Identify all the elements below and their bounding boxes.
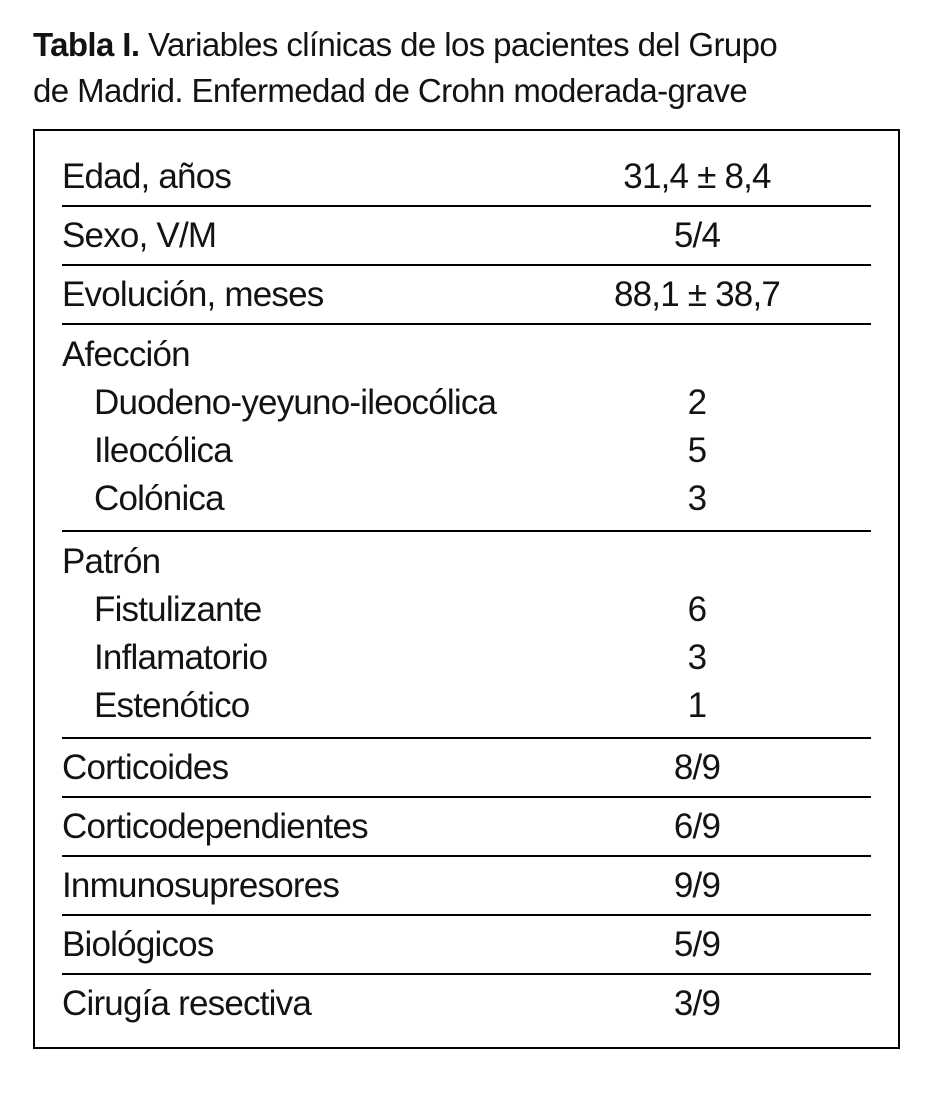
row-value: 88,1 ± 38,7: [613, 274, 781, 314]
table-subrow: Colónica 3: [62, 475, 871, 523]
table-row: Evolución, meses 88,1 ± 38,7: [62, 266, 871, 325]
table-caption: Tabla I. Variables clínicas de los pacie…: [33, 22, 904, 114]
subrow-value: 5: [687, 431, 707, 470]
table-subrow: Fistulizante 6: [62, 586, 871, 634]
section-header: Patrón: [62, 538, 871, 586]
row-value: 31,4 ± 8,4: [623, 156, 771, 196]
row-label: Cirugía resectiva: [62, 983, 312, 1023]
row-label: Evolución, meses: [62, 274, 324, 314]
row-value: 6/9: [673, 806, 721, 846]
subrow-value: 6: [687, 590, 707, 629]
table-row: Edad, años 31,4 ± 8,4: [62, 148, 871, 207]
page: Tabla I. Variables clínicas de los pacie…: [0, 22, 932, 1098]
table-caption-text: Variables clínicas de los pacientes del …: [33, 26, 778, 109]
table-subrow: Ileocólica 5: [62, 427, 871, 475]
subrow-value: 3: [687, 479, 707, 518]
subrow-value: 3: [687, 638, 707, 677]
table-row: Inmunosupresores 9/9: [62, 857, 871, 916]
subrow-label: Duodeno-yeyuno-ileocólica: [94, 383, 497, 422]
table-row: Biológicos 5/9: [62, 916, 871, 975]
table-row: Cirugía resectiva 3/9: [62, 975, 871, 1032]
table-section-patron: Patrón Fistulizante 6 Inflamatorio 3 Est…: [62, 532, 871, 739]
table-subrow: Inflamatorio 3: [62, 634, 871, 682]
row-label: Inmunosupresores: [62, 865, 340, 905]
row-value: 3/9: [673, 983, 721, 1023]
row-value: 8/9: [673, 747, 721, 787]
table-subrow: Estenótico 1: [62, 682, 871, 730]
clinical-variables-table: Edad, años 31,4 ± 8,4 Sexo, V/M 5/4 Evol…: [33, 129, 900, 1049]
table-subrow: Duodeno-yeyuno-ileocólica 2: [62, 379, 871, 427]
row-value: 9/9: [673, 865, 721, 905]
subrow-label: Colónica: [94, 479, 225, 518]
subrow-label: Estenótico: [94, 686, 250, 725]
section-header: Afección: [62, 331, 871, 379]
table-row: Sexo, V/M 5/4: [62, 207, 871, 266]
table-caption-number: Tabla I.: [33, 26, 140, 63]
subrow-label: Inflamatorio: [94, 638, 268, 677]
row-label: Corticodependientes: [62, 806, 369, 846]
table-section-afeccion: Afección Duodeno-yeyuno-ileocólica 2 Ile…: [62, 325, 871, 532]
table-row: Corticodependientes 6/9: [62, 798, 871, 857]
row-label: Corticoides: [62, 747, 229, 787]
row-label: Sexo, V/M: [62, 215, 217, 255]
section-label: Patrón: [62, 542, 161, 581]
section-label: Afección: [62, 335, 191, 374]
row-label: Edad, años: [62, 156, 232, 196]
row-label: Biológicos: [62, 924, 214, 964]
row-value: 5/9: [673, 924, 721, 964]
subrow-value: 2: [687, 383, 707, 422]
subrow-label: Fistulizante: [94, 590, 262, 629]
subrow-value: 1: [687, 686, 707, 725]
subrow-label: Ileocólica: [94, 431, 233, 470]
row-value: 5/4: [673, 215, 721, 255]
table-row: Corticoides 8/9: [62, 739, 871, 798]
